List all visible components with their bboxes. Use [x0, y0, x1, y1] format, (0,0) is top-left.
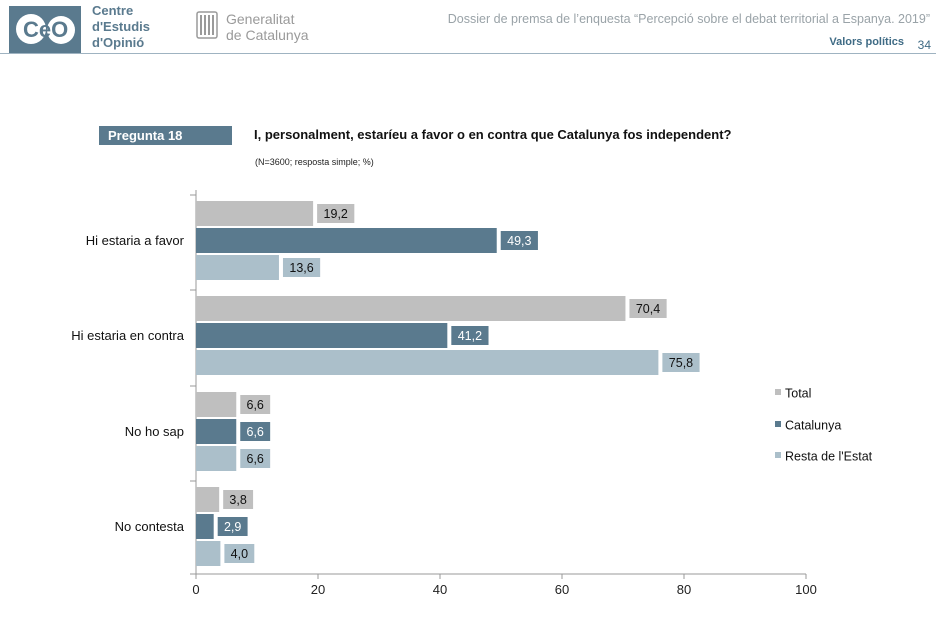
- data-label-box: [629, 299, 667, 318]
- data-label: 75,8: [669, 356, 693, 370]
- x-tick-label: 0: [192, 582, 199, 597]
- data-label-box: [500, 231, 538, 250]
- legend-swatch: [775, 389, 781, 395]
- dossier-title: Dossier de premsa de l’enquesta “Percepc…: [447, 12, 930, 26]
- legend-label: Resta de l'Estat: [785, 450, 873, 464]
- bar: [196, 323, 448, 348]
- bar: [196, 350, 659, 375]
- org-name-line-2: d'Estudis: [92, 19, 150, 34]
- x-tick-label: 80: [677, 582, 691, 597]
- ceo-logo-letters: CeO: [23, 17, 68, 42]
- data-label-box: [223, 490, 254, 509]
- data-label: 70,4: [636, 302, 660, 316]
- legend-label: Total: [785, 387, 811, 401]
- bar: [196, 514, 214, 539]
- data-label-box: [240, 449, 271, 468]
- question-note: (N=3600; resposta simple; %): [255, 157, 374, 167]
- header-divider: [0, 53, 936, 54]
- x-tick-label: 40: [433, 582, 447, 597]
- category-label: Hi estaria a favor: [86, 233, 185, 248]
- x-tick-label: 100: [795, 582, 817, 597]
- data-label-box: [317, 204, 355, 223]
- category-label: No contesta: [115, 519, 185, 534]
- bar: [196, 419, 237, 444]
- bar: [196, 487, 220, 512]
- x-tick-label: 20: [311, 582, 325, 597]
- legend-swatch: [775, 452, 781, 458]
- data-label-box: [662, 353, 700, 372]
- bar: [196, 446, 237, 471]
- data-label-box: [451, 326, 489, 345]
- data-label-box: [240, 395, 271, 414]
- ceo-logo: CeO: [9, 6, 81, 53]
- bar: [196, 392, 237, 417]
- generalitat-name-line-2: de Catalunya: [226, 27, 309, 43]
- generalitat-name-line-1: Generalitat: [226, 11, 295, 27]
- data-label-box: [217, 517, 248, 536]
- data-label: 3,8: [229, 493, 246, 507]
- bar: [196, 255, 279, 280]
- data-label-box: [240, 422, 271, 441]
- data-label: 41,2: [458, 329, 482, 343]
- data-label: 6,6: [247, 425, 264, 439]
- legend-swatch: [775, 421, 781, 427]
- generalitat-emblem-icon: [196, 11, 218, 39]
- data-label: 6,6: [247, 398, 264, 412]
- bar: [196, 541, 221, 566]
- data-label: 13,6: [289, 261, 313, 275]
- page-number: 34: [917, 38, 931, 52]
- data-label-box: [282, 258, 321, 277]
- org-name-line-1: Centre: [92, 3, 134, 18]
- data-label: 19,2: [324, 207, 348, 221]
- data-label-box: [224, 544, 255, 563]
- data-label: 4,0: [231, 547, 248, 561]
- question-tag: Pregunta 18: [99, 126, 232, 145]
- section-label: Valors polítics: [829, 36, 904, 48]
- legend-label: Catalunya: [785, 419, 841, 433]
- data-label: 2,9: [224, 520, 241, 534]
- org-name: Centre d'Estudis d'Opinió: [92, 3, 150, 51]
- data-label: 49,3: [507, 234, 531, 248]
- category-label: Hi estaria en contra: [71, 328, 184, 343]
- generalitat-name: Generalitat de Catalunya: [226, 11, 309, 43]
- question-text: I, personalment, estaríeu a favor o en c…: [254, 127, 732, 142]
- org-name-line-3: d'Opinió: [92, 35, 145, 50]
- bar: [196, 296, 626, 321]
- category-label: No ho sap: [125, 424, 184, 439]
- x-tick-label: 60: [555, 582, 569, 597]
- data-label: 6,6: [247, 452, 264, 466]
- bar: [196, 228, 497, 253]
- bar: [196, 201, 314, 226]
